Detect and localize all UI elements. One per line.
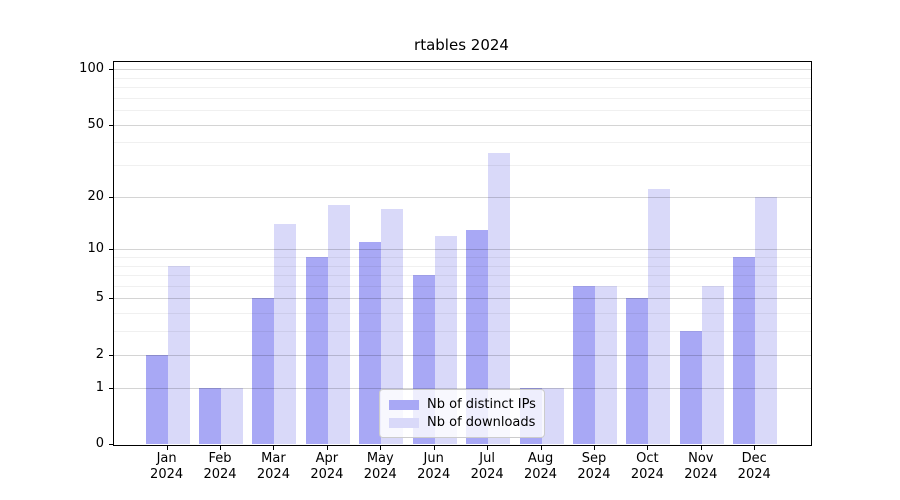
y-tick-label: 0 bbox=[95, 436, 104, 451]
x-tick-mark bbox=[166, 446, 168, 450]
y-tick-mark bbox=[109, 249, 113, 251]
bar-distinct-ips bbox=[733, 257, 756, 444]
bar-distinct-ips bbox=[626, 298, 649, 444]
plot-area: Nb of distinct IPs Nb of downloads bbox=[113, 61, 812, 446]
y-tick-mark bbox=[109, 444, 113, 445]
bar-downloads bbox=[274, 224, 297, 444]
y-tick-label: 20 bbox=[87, 188, 104, 204]
y-axis: 0 1 2 5 10 20 50 100 bbox=[0, 61, 113, 451]
y-tick-mark bbox=[109, 354, 113, 356]
x-tick-label: Feb 2024 bbox=[203, 451, 237, 482]
y-tick-mark bbox=[109, 69, 113, 71]
y-tick-label: 100 bbox=[79, 61, 104, 77]
legend-swatch-distinct-ips bbox=[389, 399, 419, 410]
bar-distinct-ips bbox=[572, 285, 595, 444]
x-tick-mark bbox=[754, 446, 756, 450]
bar-downloads bbox=[701, 285, 724, 444]
bar-distinct-ips bbox=[679, 331, 702, 444]
bar-downloads bbox=[488, 152, 511, 444]
bars-layer bbox=[114, 62, 811, 445]
bar-distinct-ips bbox=[252, 298, 275, 444]
y-tick-mark bbox=[109, 196, 113, 198]
bar-distinct-ips bbox=[145, 354, 168, 444]
x-tick-mark bbox=[593, 446, 595, 450]
x-tick-label: Jan 2024 bbox=[150, 451, 184, 482]
x-tick-label: Jul 2024 bbox=[470, 451, 504, 482]
x-tick-label: Nov 2024 bbox=[684, 451, 718, 482]
bar-distinct-ips bbox=[359, 242, 382, 444]
legend-item-distinct-ips: Nb of distinct IPs bbox=[389, 397, 536, 412]
x-tick-mark bbox=[647, 446, 649, 450]
bar-downloads bbox=[167, 265, 190, 444]
bar-downloads bbox=[327, 204, 350, 444]
x-tick-mark bbox=[273, 446, 275, 450]
x-tick-label: May 2024 bbox=[363, 451, 397, 482]
y-tick-mark bbox=[109, 124, 113, 126]
bar-downloads bbox=[221, 387, 244, 444]
x-tick-label: Jun 2024 bbox=[417, 451, 451, 482]
y-tick-mark bbox=[109, 298, 113, 300]
x-tick-mark bbox=[540, 446, 542, 450]
x-tick-mark bbox=[700, 446, 702, 450]
bar-downloads bbox=[541, 387, 564, 444]
bar-downloads bbox=[755, 196, 778, 444]
legend-label-downloads: Nb of downloads bbox=[427, 415, 536, 430]
chart-title: rtables 2024 bbox=[414, 36, 509, 54]
y-tick-label: 50 bbox=[87, 116, 104, 132]
bar-downloads bbox=[594, 285, 617, 444]
legend-swatch-downloads bbox=[389, 417, 419, 428]
bar-downloads bbox=[381, 209, 404, 444]
y-tick-label: 5 bbox=[95, 290, 104, 306]
x-tick-label: Aug 2024 bbox=[523, 451, 558, 482]
x-tick-label: Mar 2024 bbox=[256, 451, 290, 482]
y-tick-label: 10 bbox=[87, 241, 104, 257]
y-tick-label: 2 bbox=[95, 346, 104, 362]
x-tick-label: Apr 2024 bbox=[310, 451, 344, 482]
legend-label-distinct-ips: Nb of distinct IPs bbox=[427, 397, 536, 412]
x-tick-mark bbox=[487, 446, 489, 450]
x-tick-mark bbox=[433, 446, 435, 450]
x-tick-label: Sep 2024 bbox=[577, 451, 611, 482]
x-tick-mark bbox=[220, 446, 222, 450]
x-axis: Jan 2024 Feb 2024 Mar 2024 Apr 2024 May 2024… bbox=[113, 451, 810, 491]
x-tick-mark bbox=[380, 446, 382, 450]
legend-item-downloads: Nb of downloads bbox=[389, 415, 536, 430]
y-tick-mark bbox=[109, 387, 113, 389]
y-tick-label: 1 bbox=[95, 379, 104, 395]
bar-downloads bbox=[648, 189, 671, 444]
bar-distinct-ips bbox=[199, 387, 222, 444]
x-tick-mark bbox=[326, 446, 328, 450]
legend: Nb of distinct IPs Nb of downloads bbox=[379, 389, 545, 438]
x-tick-label: Dec 2024 bbox=[737, 451, 771, 482]
bar-distinct-ips bbox=[305, 257, 328, 444]
x-tick-label: Oct 2024 bbox=[630, 451, 664, 482]
